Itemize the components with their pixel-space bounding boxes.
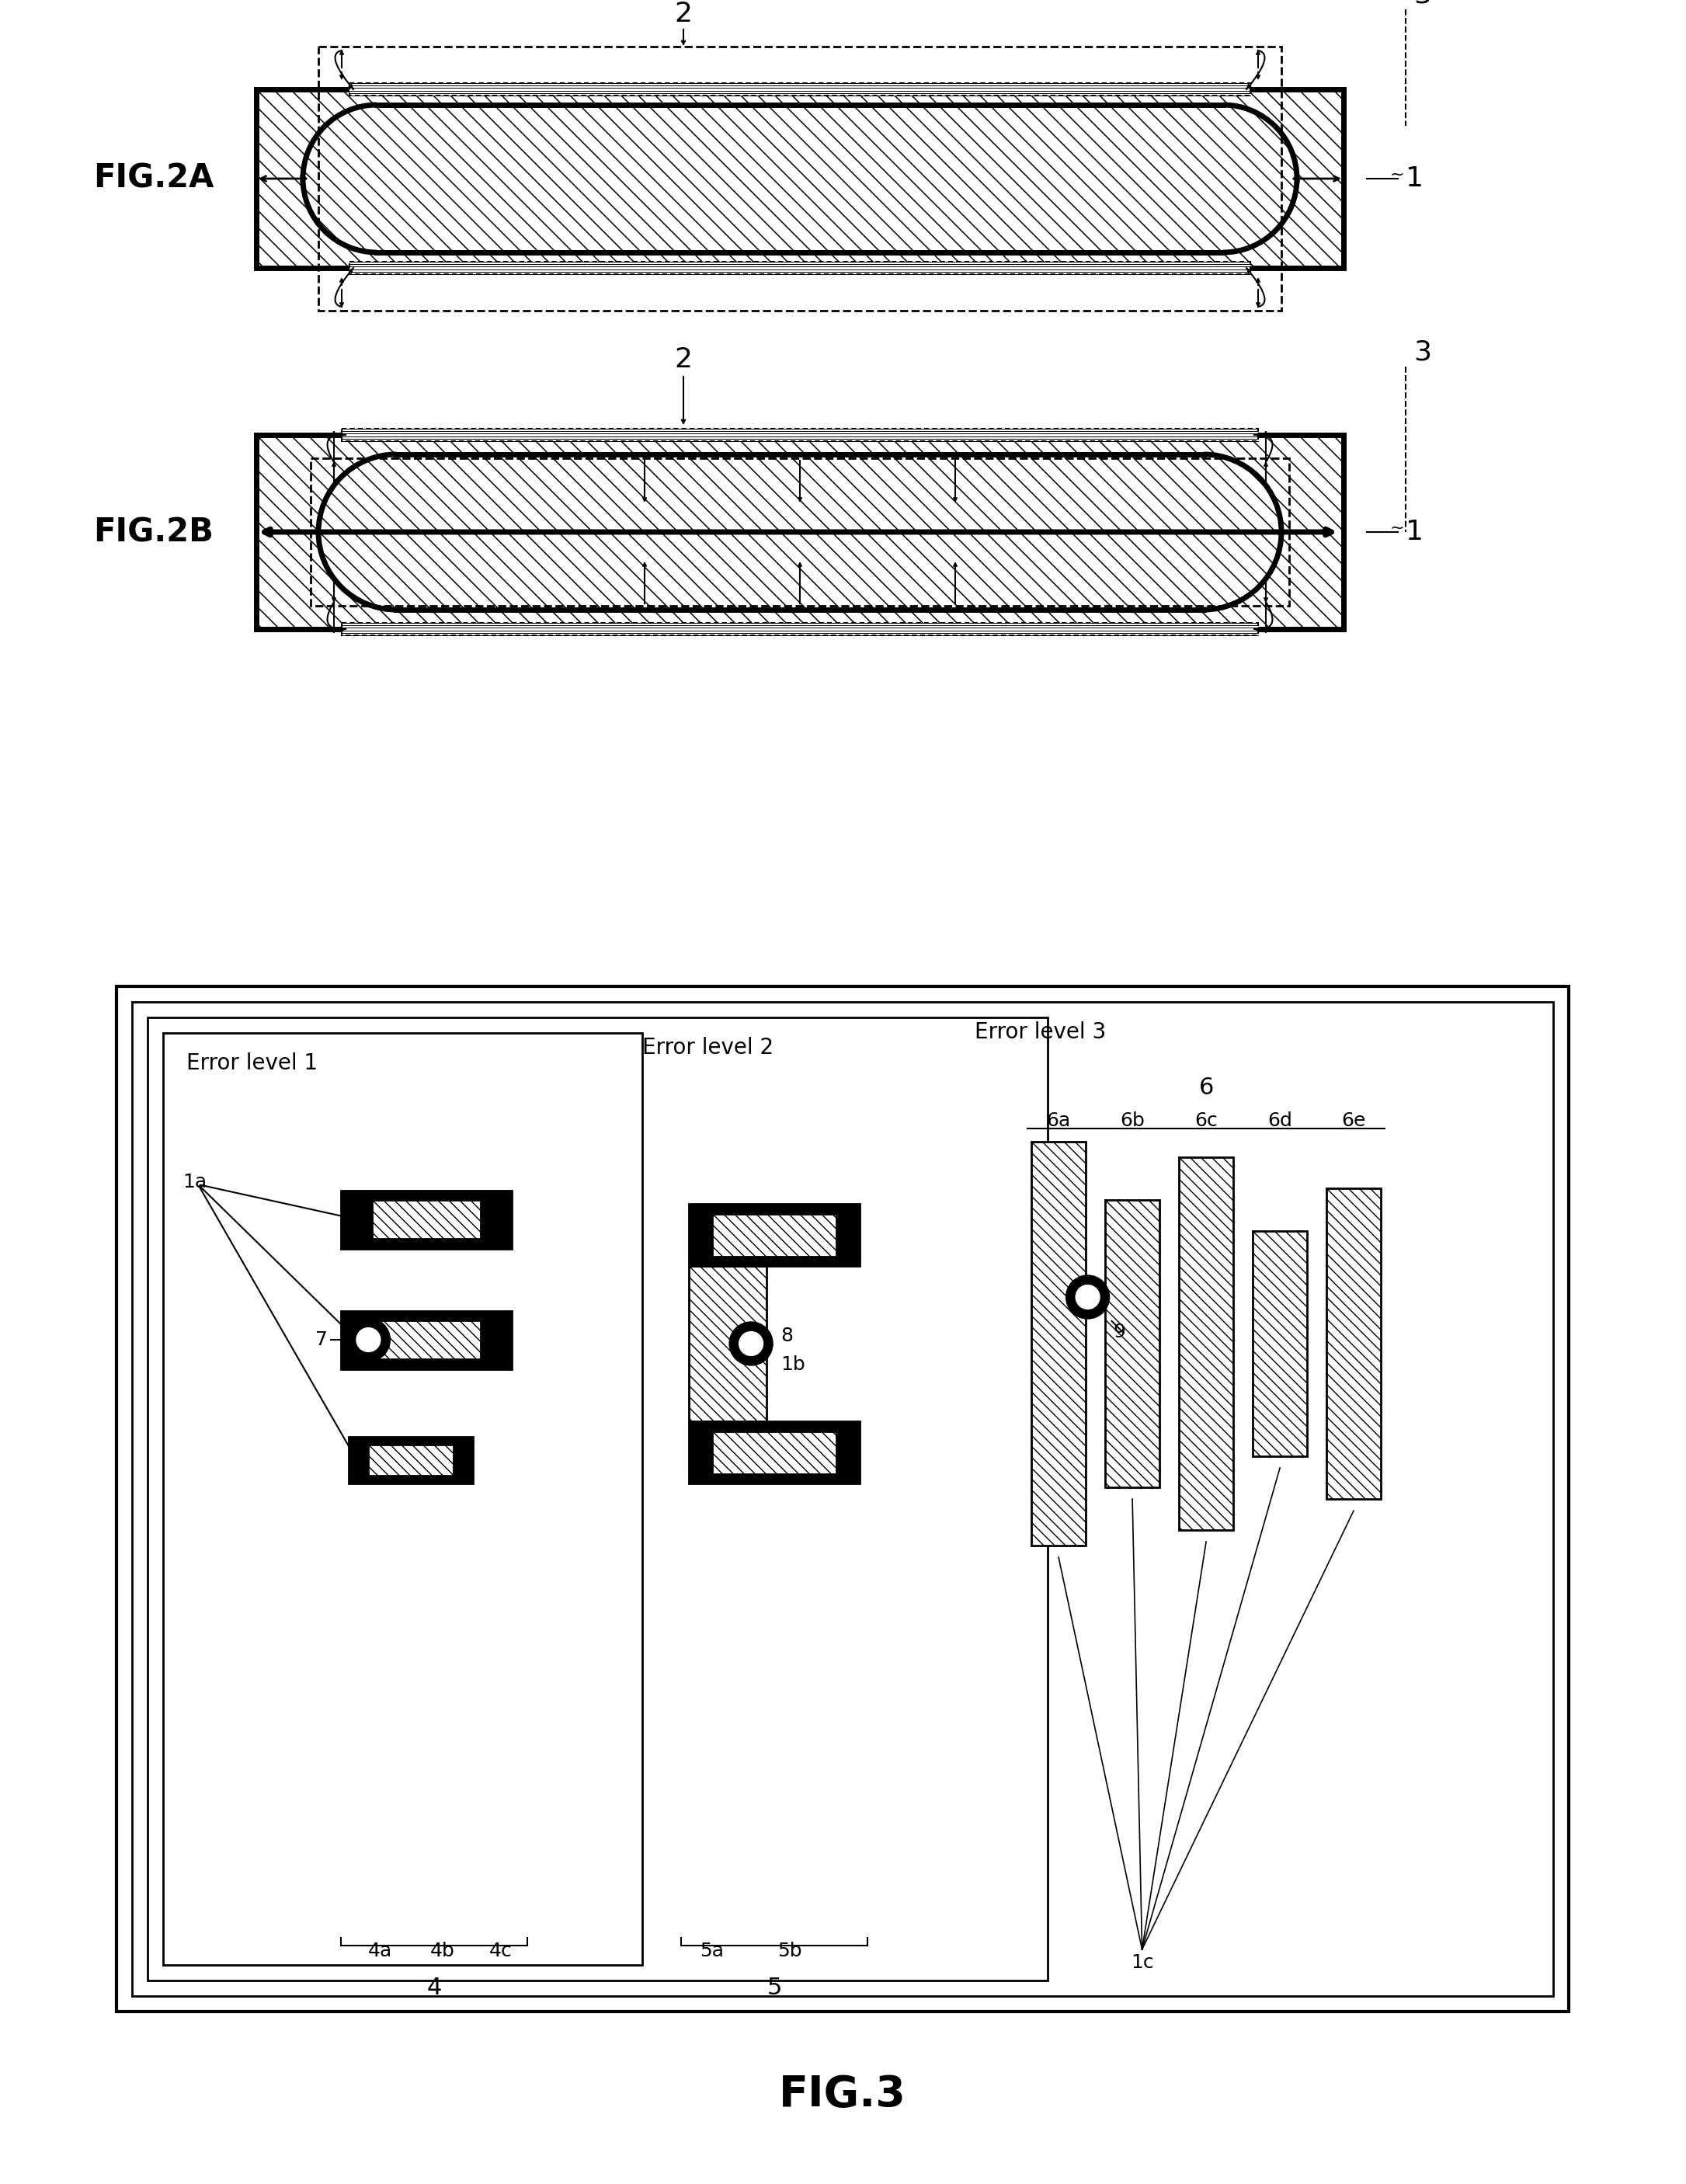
Bar bbox=[369, 1444, 454, 1476]
Bar bbox=[711, 1214, 836, 1256]
Text: 6: 6 bbox=[1199, 1077, 1214, 1099]
Text: 1: 1 bbox=[1406, 166, 1423, 192]
Circle shape bbox=[1076, 1284, 1099, 1308]
Bar bbox=[341, 1310, 513, 1369]
Circle shape bbox=[1066, 1275, 1109, 1319]
Text: ~: ~ bbox=[1391, 166, 1404, 183]
Text: 6c: 6c bbox=[1195, 1112, 1217, 1129]
Text: 9: 9 bbox=[1113, 1324, 1126, 1341]
Circle shape bbox=[738, 1332, 764, 1356]
Bar bbox=[341, 1190, 513, 1249]
Bar bbox=[1327, 1188, 1381, 1498]
Bar bbox=[342, 622, 1258, 636]
Text: 3: 3 bbox=[1413, 339, 1431, 365]
Text: ~: ~ bbox=[1391, 520, 1404, 535]
Bar bbox=[690, 1422, 860, 1483]
Text: 2: 2 bbox=[674, 347, 693, 373]
Bar bbox=[310, 459, 1290, 605]
Text: Error level 2: Error level 2 bbox=[642, 1037, 774, 1059]
Text: 1b: 1b bbox=[781, 1356, 806, 1374]
Text: FIG.2A: FIG.2A bbox=[93, 162, 214, 194]
Text: 4: 4 bbox=[427, 1977, 442, 1998]
Text: 3: 3 bbox=[1413, 0, 1431, 9]
Bar bbox=[1253, 1232, 1307, 1457]
Text: 8: 8 bbox=[781, 1326, 792, 1345]
Text: 2: 2 bbox=[674, 0, 693, 26]
Text: 5: 5 bbox=[767, 1977, 782, 1998]
Text: 7: 7 bbox=[315, 1330, 327, 1350]
Bar bbox=[116, 987, 1568, 2011]
Bar bbox=[164, 1033, 642, 1966]
Bar bbox=[256, 90, 1344, 269]
Text: 4c: 4c bbox=[489, 1942, 513, 1961]
Text: 1: 1 bbox=[1406, 520, 1423, 546]
Bar bbox=[349, 1437, 474, 1483]
Text: 6b: 6b bbox=[1120, 1112, 1145, 1129]
Text: FIG.2B: FIG.2B bbox=[93, 515, 214, 548]
Circle shape bbox=[347, 1317, 389, 1361]
Text: FIG.3: FIG.3 bbox=[779, 2075, 907, 2116]
Bar bbox=[690, 1203, 860, 1267]
Bar bbox=[373, 1199, 481, 1238]
Bar bbox=[256, 435, 1344, 629]
Text: 4a: 4a bbox=[368, 1942, 393, 1961]
Bar bbox=[349, 83, 1251, 96]
Bar bbox=[1179, 1158, 1234, 1531]
Text: 6d: 6d bbox=[1268, 1112, 1291, 1129]
Text: 6a: 6a bbox=[1047, 1112, 1071, 1129]
Bar bbox=[1106, 1199, 1160, 1487]
Bar bbox=[690, 1267, 767, 1422]
Bar bbox=[711, 1431, 836, 1474]
Bar bbox=[342, 428, 1258, 441]
Bar bbox=[1032, 1142, 1086, 1546]
Text: 1a: 1a bbox=[182, 1173, 207, 1192]
Bar bbox=[373, 1321, 481, 1358]
Circle shape bbox=[356, 1328, 381, 1352]
Circle shape bbox=[730, 1321, 772, 1365]
Text: 4b: 4b bbox=[430, 1942, 455, 1961]
Text: 5b: 5b bbox=[777, 1942, 803, 1961]
Text: Error level 1: Error level 1 bbox=[187, 1053, 317, 1075]
Bar bbox=[148, 1018, 1049, 1981]
Text: Error level 3: Error level 3 bbox=[975, 1022, 1106, 1044]
Text: 5a: 5a bbox=[700, 1942, 725, 1961]
Text: 6e: 6e bbox=[1342, 1112, 1366, 1129]
Bar bbox=[132, 1002, 1553, 1996]
Text: 1c: 1c bbox=[1131, 1952, 1153, 1972]
Bar bbox=[349, 262, 1251, 275]
Bar bbox=[319, 46, 1281, 310]
